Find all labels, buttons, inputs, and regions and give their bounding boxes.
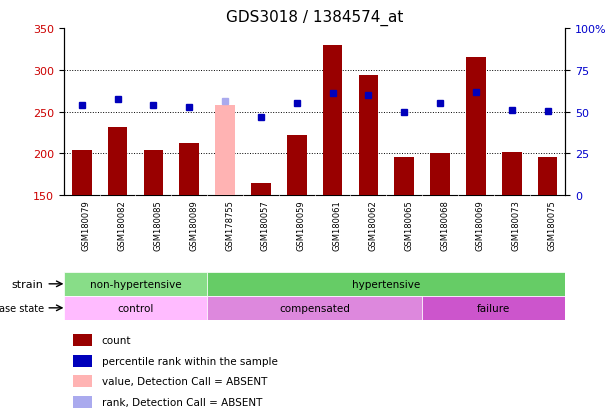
Bar: [179, 143, 199, 196]
Bar: [73, 335, 92, 347]
Bar: [422, 296, 565, 320]
Text: GSM180089: GSM180089: [189, 199, 198, 250]
Text: hypertensive: hypertensive: [352, 279, 420, 289]
Bar: [502, 152, 522, 196]
Text: GSM180061: GSM180061: [333, 199, 342, 250]
Text: disease state: disease state: [0, 303, 44, 313]
Text: control: control: [117, 303, 154, 313]
Text: GSM180059: GSM180059: [297, 199, 306, 250]
Text: GSM180062: GSM180062: [368, 199, 378, 250]
Bar: [215, 106, 235, 196]
Text: non-hypertensive: non-hypertensive: [90, 279, 181, 289]
Bar: [143, 151, 164, 196]
Text: percentile rank within the sample: percentile rank within the sample: [102, 356, 277, 366]
Text: strain: strain: [12, 279, 44, 289]
Text: failure: failure: [477, 303, 510, 313]
Bar: [108, 127, 128, 196]
Text: GSM180069: GSM180069: [476, 199, 485, 250]
Bar: [72, 151, 92, 196]
Bar: [430, 154, 450, 196]
Text: GSM180073: GSM180073: [512, 199, 520, 250]
Text: GSM180082: GSM180082: [117, 199, 126, 250]
Bar: [537, 157, 558, 196]
Bar: [73, 396, 92, 408]
Bar: [207, 272, 565, 296]
Text: count: count: [102, 335, 131, 346]
Text: GSM180057: GSM180057: [261, 199, 270, 250]
Text: GSM180065: GSM180065: [404, 199, 413, 250]
Bar: [73, 355, 92, 367]
Bar: [64, 272, 207, 296]
Bar: [207, 296, 422, 320]
Bar: [287, 136, 306, 196]
Bar: [73, 375, 92, 387]
Text: rank, Detection Call = ABSENT: rank, Detection Call = ABSENT: [102, 397, 262, 407]
Text: GSM180068: GSM180068: [440, 199, 449, 250]
Text: compensated: compensated: [279, 303, 350, 313]
Text: value, Detection Call = ABSENT: value, Detection Call = ABSENT: [102, 376, 267, 387]
Text: GSM180085: GSM180085: [153, 199, 162, 250]
Bar: [359, 76, 378, 196]
Bar: [466, 58, 486, 196]
Text: GSM180079: GSM180079: [81, 199, 91, 250]
Title: GDS3018 / 1384574_at: GDS3018 / 1384574_at: [226, 10, 403, 26]
Bar: [323, 45, 342, 196]
Bar: [64, 296, 207, 320]
Text: GSM180075: GSM180075: [548, 199, 556, 250]
Text: GSM178755: GSM178755: [225, 199, 234, 250]
Bar: [251, 183, 271, 196]
Bar: [395, 157, 414, 196]
